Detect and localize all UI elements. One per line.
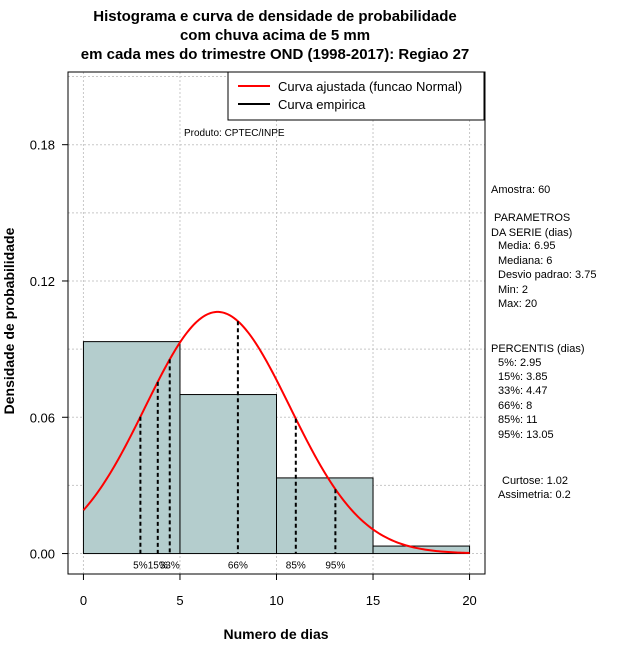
legend: Curva ajustada (funcao Normal) Curva emp… — [227, 71, 485, 121]
chart-title-line-2: com chuva acima de 5 mm — [180, 27, 370, 44]
y-tick-label-2: 0.12 — [30, 274, 55, 289]
param-desvio: Desvio padrao: 3.75 — [498, 269, 596, 281]
x-tick-label-15: 15 — [366, 593, 380, 608]
y-tick-label-1: 0.06 — [30, 410, 55, 425]
percentis-header: PERCENTIS (dias) — [491, 343, 585, 355]
x-tick-label-5: 5 — [176, 593, 183, 608]
percentile-label-2: 33% — [160, 561, 180, 572]
percentil-33: 33%: 4.47 — [498, 385, 548, 397]
histogram-bar-1 — [179, 394, 278, 555]
param-mediana: Mediana: 6 — [498, 255, 552, 267]
y-tick-label-3: 0.18 — [30, 138, 55, 153]
percentile-label-4: 85% — [286, 561, 306, 572]
stats-panel: Amostra: 60 PARAMETROS DA SERIE (dias) M… — [491, 184, 596, 501]
chart-title-line-3: em cada mes do trimestre OND (1998-2017)… — [81, 46, 470, 63]
x-tick-label-20: 20 — [462, 593, 476, 608]
y-axis: 0.00 0.06 0.12 0.18 — [30, 138, 69, 562]
percentile-label-1: 15% — [148, 561, 168, 572]
params-header-line-2: DA SERIE (dias) — [491, 227, 572, 239]
percentile-label-0: 5% — [133, 561, 148, 572]
param-min: Min: 2 — [498, 284, 528, 296]
percentile-label-5: 95% — [325, 561, 345, 572]
percentil-85: 85%: 11 — [498, 414, 538, 426]
x-axis: 0 5 10 15 20 — [80, 573, 477, 608]
legend-label-fitted: Curva ajustada (funcao Normal) — [278, 79, 462, 94]
percentil-15: 15%: 3.85 — [498, 371, 548, 383]
x-tick-label-10: 10 — [269, 593, 283, 608]
sample-size: Amostra: 60 — [491, 184, 550, 196]
percentile-label-3: 66% — [228, 561, 248, 572]
histogram-bar-0 — [82, 341, 181, 555]
y-axis-title: Densidade de probabilidade — [1, 227, 17, 414]
y-tick-label-0: 0.00 — [30, 547, 55, 562]
kurtosis: Curtose: 1.02 — [502, 475, 568, 487]
x-tick-label-0: 0 — [80, 593, 87, 608]
percentil-5: 5%: 2.95 — [498, 357, 541, 369]
params-header-line-1: PARAMETROS — [491, 212, 570, 224]
fitted-normal-curve — [82, 310, 470, 554]
param-media: Media: 6.95 — [498, 240, 555, 252]
param-max: Max: 20 — [498, 298, 537, 310]
legend-label-empirical: Curva empirica — [278, 97, 366, 112]
legend-box — [227, 71, 485, 121]
chart-title-line-1: Histograma e curva de densidade de proba… — [93, 8, 456, 25]
skewness: Assimetria: 0.2 — [498, 489, 571, 501]
percentile-markers: 5% 15%33% 66% 85% 95% — [133, 321, 345, 572]
product-credit: Produto: CPTEC/INPE — [184, 128, 285, 139]
histogram-bar-2 — [276, 477, 374, 555]
percentil-66: 66%: 8 — [498, 400, 532, 412]
percentil-95: 95%: 13.05 — [498, 429, 554, 441]
x-axis-title: Numero de dias — [223, 626, 328, 642]
